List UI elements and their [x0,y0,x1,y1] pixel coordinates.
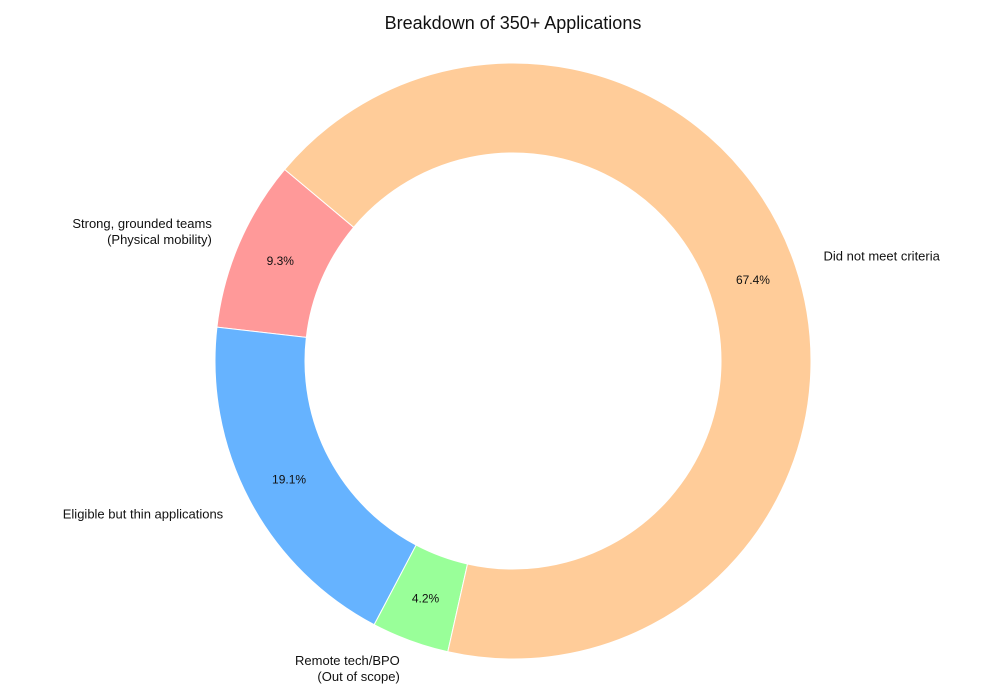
slice-label-3: Did not meet criteria [824,249,941,264]
slice-label-0: Strong, grounded teams (Physical mobility… [72,216,212,247]
slice-label-2: Remote tech/BPO (Out of scope) [295,653,400,684]
slice-label-1: Eligible but thin applications [63,507,224,522]
slice-1 [214,326,417,626]
slice-pct-label-3: 67.4% [736,273,770,287]
slice-pct-label-0: 9.3% [267,254,295,268]
chart-title: Breakdown of 350+ Applications [385,13,642,33]
slice-pct-label-2: 4.2% [412,592,440,606]
slice-pct-label-1: 19.1% [272,472,306,486]
slice-3 [284,62,812,660]
